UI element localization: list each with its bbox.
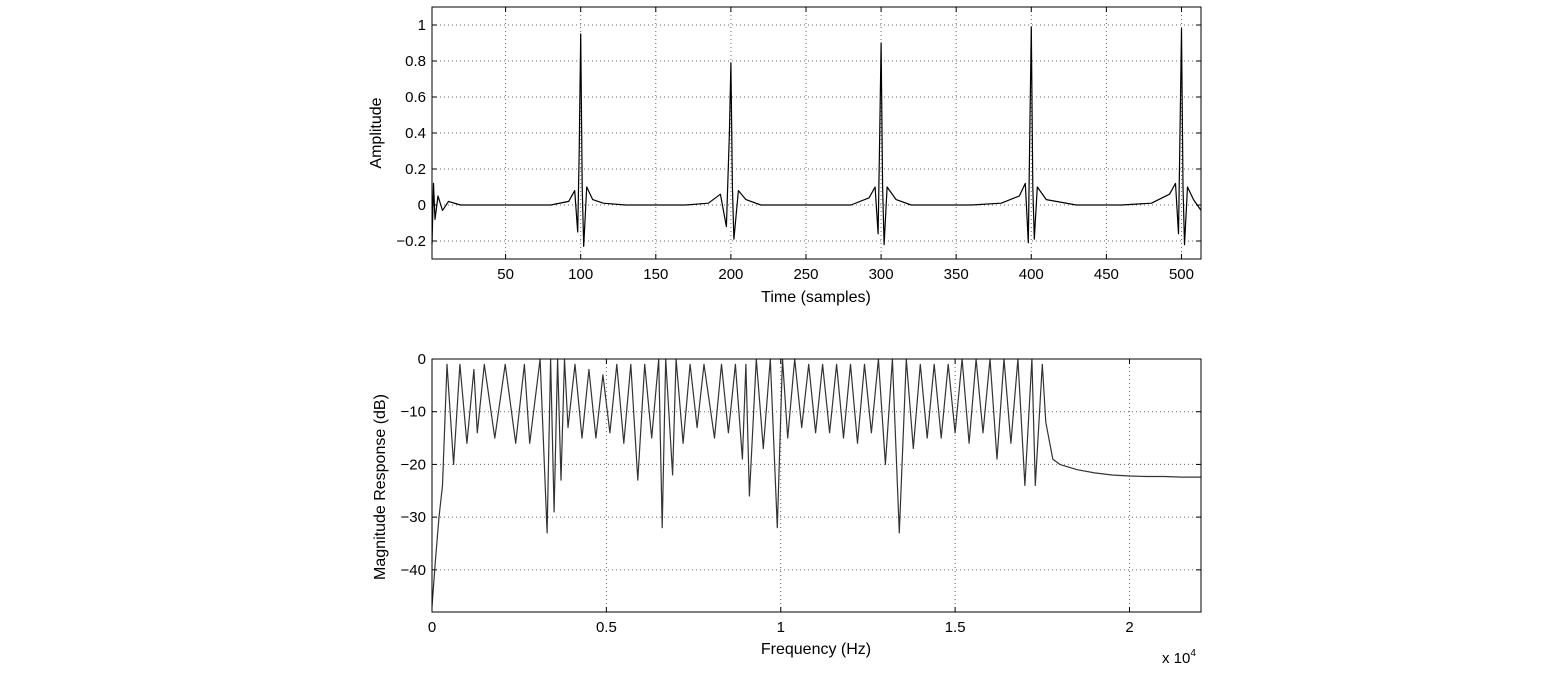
x-tick-label: 2	[1125, 619, 1133, 636]
y-axis-label-bottom: Magnitude Response (dB)	[372, 394, 389, 580]
x-tick-label: 150	[643, 266, 668, 283]
series-top	[431, 26, 1202, 247]
series-line	[431, 358, 1201, 607]
x-tick-label: 200	[718, 266, 743, 283]
x-tick-label: 350	[944, 266, 969, 283]
y-tick-label: −30	[401, 509, 426, 526]
amplitude-plot: 50 100 150 200 250 300 350 400 450 500 −0.2 0 0.2 0.4…	[368, 6, 1202, 306]
ticks-top: 50 100 150 200 250 300 350 400 450 500 −0.2 0 0.2 0.4…	[396, 7, 1201, 283]
series-bottom	[431, 358, 1201, 607]
y-tick-label: 0.4	[405, 125, 426, 142]
series-line	[431, 26, 1202, 247]
x-tick-label: 250	[793, 266, 818, 283]
x-tick-label: 1	[777, 619, 785, 636]
magnitude-plot: 0 0.5 1 1.5 2 −40 −30 −20 −10 0 Frequency (Hz) Ma…	[372, 351, 1202, 667]
x-axis-label-top: Time (samples)	[761, 289, 871, 306]
x-axis-multiplier: x 104	[1162, 648, 1196, 667]
y-tick-label: −40	[401, 562, 426, 579]
y-tick-label: −0.2	[396, 233, 426, 250]
y-tick-label: 0.6	[405, 89, 426, 106]
y-tick-label: 0	[418, 197, 426, 214]
y-tick-label: 1	[418, 17, 426, 34]
x-tick-label: 300	[869, 266, 894, 283]
y-tick-label: −20	[401, 456, 426, 473]
x-tick-label: 450	[1094, 266, 1119, 283]
x-tick-label: 0.5	[596, 619, 617, 636]
grid-bottom	[432, 359, 1201, 612]
x-axis-multiplier-exponent: 4	[1190, 648, 1196, 659]
y-axis-label-top: Amplitude	[368, 97, 385, 168]
x-tick-label: 0	[428, 619, 436, 636]
y-tick-label: 0.2	[405, 161, 426, 178]
ticks-bottom: 0 0.5 1 1.5 2 −40 −30 −20 −10 0	[401, 351, 1201, 636]
x-axis-multiplier-base: x 10	[1162, 650, 1190, 667]
y-tick-label: −10	[401, 404, 426, 421]
y-tick-label: 0	[418, 351, 426, 368]
x-tick-label: 50	[497, 266, 514, 283]
y-tick-label: 0.8	[405, 53, 426, 70]
plot-area-bottom	[432, 359, 1201, 612]
x-tick-label: 400	[1019, 266, 1044, 283]
axes-box-top	[431, 6, 1202, 260]
x-tick-label: 100	[568, 266, 593, 283]
x-tick-label: 1.5	[945, 619, 966, 636]
x-axis-label-bottom: Frequency (Hz)	[761, 641, 871, 658]
x-tick-label: 500	[1169, 266, 1194, 283]
axes-box-bottom	[431, 358, 1202, 613]
